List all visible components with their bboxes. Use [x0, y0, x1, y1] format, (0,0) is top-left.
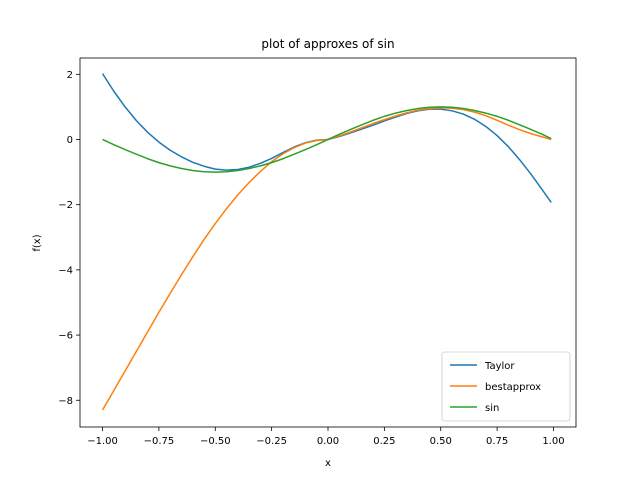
- x-tick-label: 1.00: [542, 436, 564, 447]
- x-tick-label: 0.00: [317, 436, 339, 447]
- y-axis-label: f(x): [32, 234, 43, 251]
- legend-label: Taylor: [484, 361, 515, 372]
- legend-box: [441, 351, 571, 422]
- x-axis-label: x: [325, 458, 331, 469]
- x-tick-label: −0.25: [256, 436, 287, 447]
- y-tick-label: −6: [58, 331, 73, 342]
- plot-area: −1.00 −0.75 −0.50 −0.25 0.00 0.25 0.50 0.75 1.00…: [58, 57, 577, 447]
- axes-frame: [79, 57, 577, 428]
- series-line-sin: [102, 106, 552, 173]
- x-tick-label: −1.00: [87, 436, 118, 447]
- legend-label: bestapprox: [485, 382, 541, 393]
- legend-label: sin: [485, 403, 499, 414]
- y-tick-label: −8: [58, 396, 73, 407]
- y-tick-label: 2: [67, 70, 73, 81]
- legend: Taylor bestapprox sin: [441, 351, 571, 422]
- x-tick-label: 0.75: [486, 436, 508, 447]
- x-tick-label: −0.75: [144, 436, 175, 447]
- x-tick-label: −0.50: [200, 436, 231, 447]
- chart-title: plot of approxes of sin: [261, 37, 394, 51]
- y-tick-label: 0: [67, 135, 73, 146]
- y-tick-label: −4: [58, 265, 73, 276]
- x-tick-label: 0.50: [430, 436, 452, 447]
- x-tick-label: 0.25: [373, 436, 395, 447]
- y-tick-label: −2: [58, 200, 73, 211]
